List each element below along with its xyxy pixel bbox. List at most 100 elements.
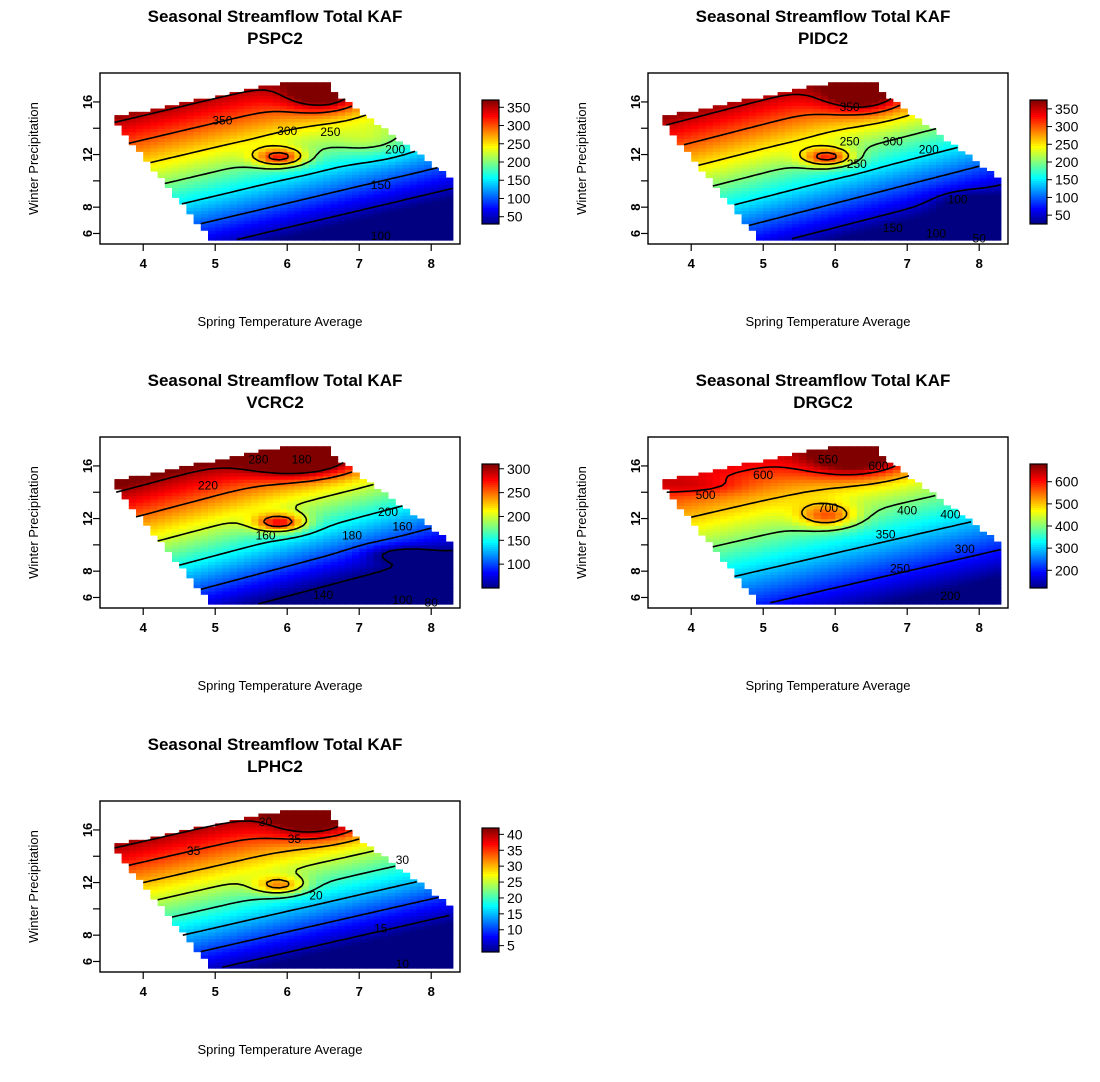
heatmap-cell: [388, 135, 396, 139]
heatmap-cell: [914, 118, 922, 122]
heatmap-cell: [381, 128, 389, 132]
heatmap-cell: [352, 473, 360, 477]
contour-label: 250: [847, 157, 867, 171]
colorbar-tick-label: 250: [1055, 136, 1079, 152]
heatmap-cell: [670, 115, 678, 119]
heatmap-cell: [922, 125, 930, 129]
heatmap-cell: [114, 479, 122, 483]
contour-label: 350: [840, 100, 860, 114]
heatmap-cell: [799, 89, 807, 93]
colorbar-tick-label: 200: [1055, 154, 1079, 170]
contour-label: 300: [277, 124, 297, 138]
heatmap-cell: [792, 89, 800, 93]
heatmap-cell: [316, 82, 324, 86]
heatmap-cell: [374, 125, 382, 129]
heatmap-cell: [129, 476, 137, 480]
heatmap-cell: [936, 135, 944, 139]
contour-label: 200: [919, 142, 939, 156]
y-tick-label: 8: [628, 204, 643, 211]
contour-label: 200: [385, 142, 405, 156]
colorbar-tick-label: 200: [507, 154, 531, 170]
chart-svg: Seasonal Streamflow Total KAF PIDC2 350 250…: [548, 0, 1096, 354]
heatmap-cell: [294, 82, 302, 86]
colorbar-tick-label: 50: [1055, 207, 1071, 223]
heatmap-cell: [352, 109, 360, 113]
x-tick-label: 7: [356, 256, 363, 271]
chart-title: Seasonal Streamflow Total KAF: [148, 371, 403, 390]
y-tick-label: 6: [80, 230, 95, 237]
x-tick-label: 7: [904, 256, 911, 271]
contour-label: 250: [320, 125, 340, 139]
heatmap-cell: [273, 86, 281, 90]
colorbar-tick-label: 50: [507, 209, 523, 225]
x-tick-label: 5: [212, 256, 219, 271]
chart-subtitle: VCRC2: [246, 393, 304, 412]
heatmap-cell: [850, 82, 858, 86]
heatmap-cell: [258, 86, 266, 90]
colorbar-tick-label: 100: [1055, 189, 1079, 205]
chart-subtitle: PIDC2: [798, 29, 848, 48]
heatmap-cell: [806, 86, 814, 90]
x-tick-label: 8: [976, 256, 983, 271]
heatmap-cell: [381, 492, 389, 496]
heatmap-cell: [742, 99, 750, 103]
x-tick-label: 5: [760, 256, 767, 271]
heatmap-cell: [287, 82, 295, 86]
contour-label: 100: [371, 229, 391, 243]
heatmap-cell: [359, 479, 367, 483]
contour-label: 300: [883, 134, 903, 148]
heatmap-cell: [972, 161, 980, 165]
heatmap-cell: [979, 168, 987, 172]
heatmap-cell: [857, 82, 865, 86]
x-tick-label: 4: [688, 256, 696, 271]
heatmap-cell: [150, 473, 158, 477]
heatmap-cell: [438, 171, 446, 175]
contour-label: 150: [883, 221, 903, 235]
y-axis-label: Winter Precipitation: [26, 102, 41, 215]
x-tick-label: 4: [140, 256, 148, 271]
colorbar-tick-label: 150: [1055, 172, 1079, 188]
colorbar-tick-label: 350: [1055, 101, 1079, 117]
heatmap-cell: [417, 519, 425, 523]
heatmap-cell: [366, 118, 374, 122]
x-tick-label: 6: [284, 256, 291, 271]
heatmap-cells: [114, 82, 453, 240]
chart-svg: Seasonal Streamflow Total KAFPSPC2350300…: [0, 0, 548, 354]
heatmap-cell: [835, 82, 843, 86]
y-tick-label: 16: [628, 95, 643, 109]
heatmap-cell: [424, 161, 432, 165]
contour-label: 100: [926, 227, 946, 241]
heatmap-cell: [814, 86, 822, 90]
contour-label: 350: [212, 113, 232, 127]
y-tick-label: 12: [628, 147, 643, 161]
heatmap-cell: [302, 82, 310, 86]
contour-label: 100: [948, 192, 968, 206]
heatmap-cell: [388, 499, 396, 503]
heatmap-cell: [266, 86, 274, 90]
heatmap-cell: [864, 82, 872, 86]
heatmap-cell: [417, 155, 425, 159]
chart-title: Seasonal Streamflow Total KAF: [696, 7, 951, 26]
heatmap-cell: [878, 92, 886, 96]
heatmap-cell: [986, 171, 994, 175]
heatmap-cell: [122, 479, 130, 483]
x-axis-label: Spring Temperature Average: [197, 314, 362, 329]
heatmap-cell: [374, 489, 382, 493]
heatmap-cell: [446, 542, 454, 546]
heatmap-cell: [994, 178, 1002, 182]
panel-pidc2: Seasonal Streamflow Total KAF PIDC2 350 250…: [548, 0, 1096, 354]
heatmap-cell: [677, 112, 685, 116]
y-tick-label: 8: [80, 204, 95, 211]
colorbar-tick-label: 300: [507, 118, 531, 134]
heatmap-cell: [172, 469, 180, 473]
heatmap-cell: [431, 532, 439, 536]
contour-label: 250: [840, 134, 860, 148]
chart-subtitle: PSPC2: [247, 29, 303, 48]
heatmap-cell: [402, 509, 410, 513]
heatmap-cell: [438, 535, 446, 539]
